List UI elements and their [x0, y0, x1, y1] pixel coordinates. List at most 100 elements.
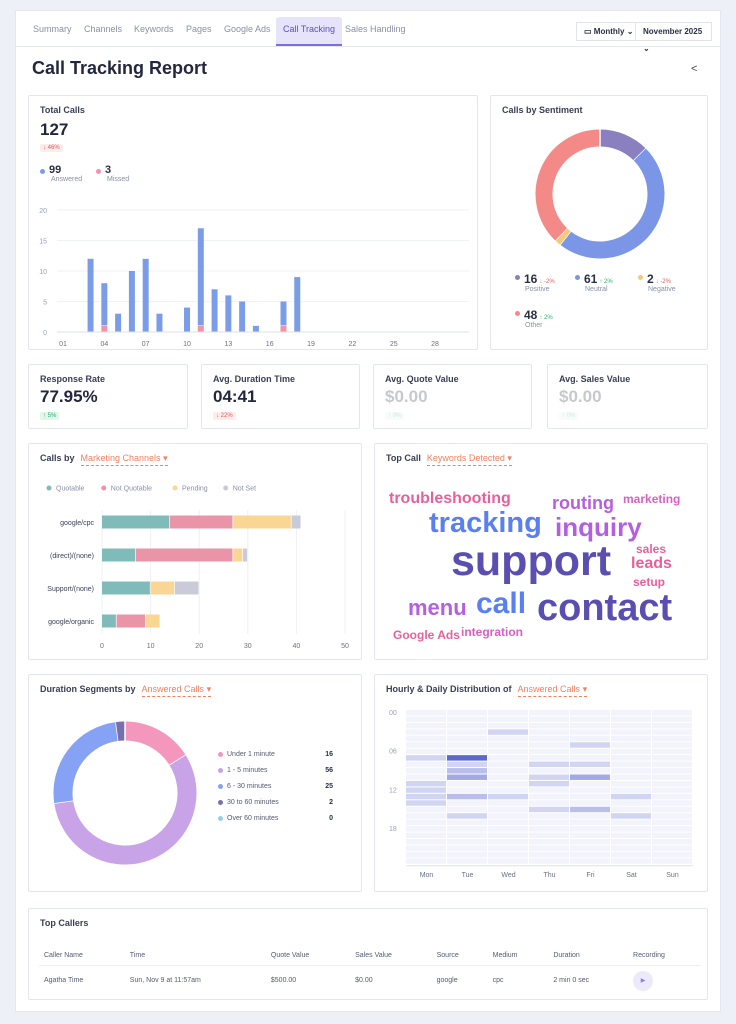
- heat-cell[interactable]: [488, 858, 528, 864]
- heat-cell[interactable]: [447, 722, 487, 729]
- heat-cell[interactable]: [652, 839, 692, 845]
- keyword-word[interactable]: tracking: [429, 507, 542, 539]
- donut-slice-other[interactable]: [535, 129, 601, 241]
- tab-keywords[interactable]: Keywords: [134, 24, 174, 34]
- heat-cell[interactable]: [406, 761, 446, 768]
- heat-cell[interactable]: [447, 787, 487, 793]
- heat-cell[interactable]: [406, 735, 446, 742]
- heat-cell[interactable]: [611, 774, 651, 780]
- heat-cell[interactable]: [529, 755, 569, 761]
- heat-cell[interactable]: [488, 813, 528, 819]
- heat-cell[interactable]: [529, 768, 569, 774]
- bar-answered-day-4[interactable]: [101, 283, 108, 326]
- heat-cell[interactable]: [406, 839, 446, 845]
- heat-cell[interactable]: [406, 774, 446, 780]
- heat-cell[interactable]: [488, 735, 528, 742]
- heat-cell[interactable]: [652, 748, 692, 755]
- heat-cell[interactable]: [447, 813, 487, 819]
- heat-cell[interactable]: [447, 735, 487, 742]
- heat-cell[interactable]: [611, 748, 651, 755]
- heat-cell[interactable]: [570, 813, 610, 819]
- heat-cell[interactable]: [529, 780, 569, 787]
- period-select[interactable]: ▭ Monthly ⌄: [576, 22, 642, 41]
- heat-cell[interactable]: [570, 774, 610, 780]
- bar-answered-day-17[interactable]: [280, 301, 287, 326]
- heat-cell[interactable]: [611, 710, 651, 716]
- bar-segment-not-quotable[interactable]: [136, 548, 233, 562]
- heat-cell[interactable]: [488, 826, 528, 832]
- heat-cell[interactable]: [529, 851, 569, 858]
- heat-cell[interactable]: [488, 716, 528, 722]
- keyword-word[interactable]: sales: [636, 542, 667, 556]
- heat-cell[interactable]: [570, 806, 610, 813]
- heat-cell[interactable]: [529, 735, 569, 742]
- heat-cell[interactable]: [447, 819, 487, 826]
- column-header[interactable]: Caller Name: [39, 947, 125, 966]
- heat-cell[interactable]: [570, 826, 610, 832]
- heat-cell[interactable]: [488, 748, 528, 755]
- share-icon[interactable]: <: [691, 63, 698, 75]
- heat-cell[interactable]: [611, 858, 651, 864]
- heat-cell[interactable]: [529, 826, 569, 832]
- bar-answered-day-5[interactable]: [115, 313, 122, 332]
- legend-label[interactable]: Pending: [182, 486, 208, 493]
- heat-cell[interactable]: [529, 858, 569, 864]
- heat-cell[interactable]: [652, 845, 692, 851]
- bar-answered-day-3[interactable]: [87, 258, 94, 332]
- heat-cell[interactable]: [570, 793, 610, 800]
- column-header[interactable]: Sales Value: [350, 947, 432, 966]
- keyword-word[interactable]: leads: [631, 555, 672, 572]
- heat-cell[interactable]: [488, 768, 528, 774]
- heat-cell[interactable]: [611, 735, 651, 742]
- heat-cell[interactable]: [529, 748, 569, 755]
- heat-cell[interactable]: [652, 722, 692, 729]
- heat-cell[interactable]: [529, 761, 569, 768]
- heat-cell[interactable]: [447, 800, 487, 806]
- play-recording-icon[interactable]: ▶: [633, 970, 654, 991]
- heat-cell[interactable]: [652, 729, 692, 735]
- keywords-dropdown[interactable]: Keywords Detected ▾: [426, 453, 512, 466]
- heat-cell[interactable]: [652, 832, 692, 838]
- heat-cell[interactable]: [570, 710, 610, 716]
- bar-missed-day-11[interactable]: [197, 325, 204, 332]
- heat-cell[interactable]: [406, 832, 446, 838]
- heat-cell[interactable]: [652, 780, 692, 787]
- bar-missed-day-4[interactable]: [101, 325, 108, 332]
- heat-cell[interactable]: [447, 716, 487, 722]
- heat-cell[interactable]: [406, 729, 446, 735]
- heat-cell[interactable]: [570, 858, 610, 864]
- legend-label[interactable]: Quotable: [56, 486, 85, 493]
- heat-cell[interactable]: [529, 742, 569, 748]
- heat-cell[interactable]: [488, 761, 528, 768]
- keyword-word[interactable]: Google Ads: [393, 628, 460, 642]
- legend-label[interactable]: Not Quotable: [111, 486, 152, 493]
- keyword-word[interactable]: troubleshooting: [389, 490, 511, 507]
- heat-cell[interactable]: [447, 774, 487, 780]
- heat-cell[interactable]: [611, 768, 651, 774]
- heat-cell[interactable]: [611, 742, 651, 748]
- heat-cell[interactable]: [570, 722, 610, 729]
- heat-cell[interactable]: [570, 735, 610, 742]
- heat-cell[interactable]: [652, 826, 692, 832]
- heat-cell[interactable]: [652, 710, 692, 716]
- heat-cell[interactable]: [447, 858, 487, 864]
- bar-missed-day-17[interactable]: [280, 325, 287, 332]
- channel-dropdown[interactable]: Marketing Channels ▾: [80, 453, 168, 466]
- heat-cell[interactable]: [611, 851, 651, 858]
- heat-cell[interactable]: [488, 787, 528, 793]
- keyword-word[interactable]: call: [476, 587, 527, 620]
- heat-cell[interactable]: [652, 716, 692, 722]
- heat-cell[interactable]: [488, 780, 528, 787]
- heat-cell[interactable]: [447, 851, 487, 858]
- heat-cell[interactable]: [570, 716, 610, 722]
- heat-cell[interactable]: [447, 845, 487, 851]
- heat-cell[interactable]: [529, 729, 569, 735]
- heat-cell[interactable]: [529, 813, 569, 819]
- heat-cell[interactable]: [652, 858, 692, 864]
- heat-cell[interactable]: [406, 748, 446, 755]
- heat-cell[interactable]: [447, 755, 487, 761]
- heat-cell[interactable]: [570, 748, 610, 755]
- heat-cell[interactable]: [570, 761, 610, 768]
- tab-call-tracking[interactable]: Call Tracking: [276, 17, 343, 46]
- heat-cell[interactable]: [611, 780, 651, 787]
